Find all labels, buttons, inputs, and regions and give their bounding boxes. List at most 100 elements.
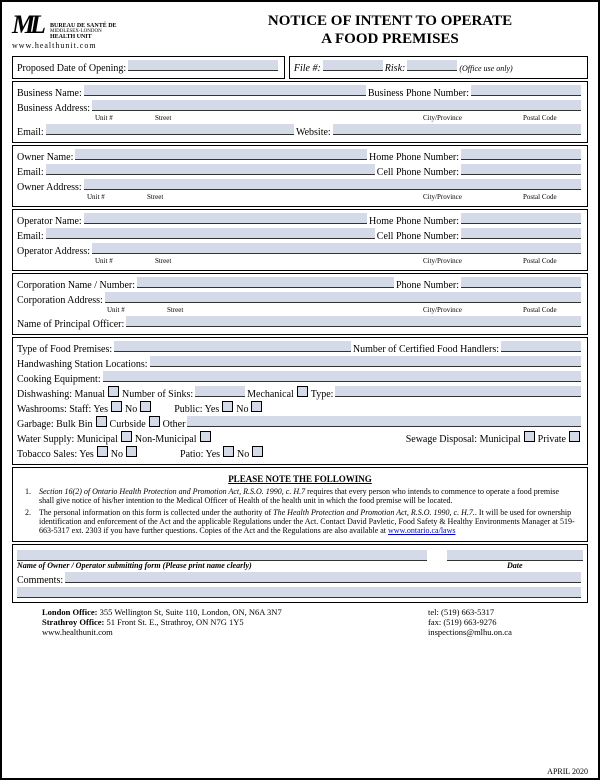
owner-cell-field[interactable]: [461, 164, 581, 175]
note1-act: Section 16(2) of Ontario Health Protecti…: [39, 487, 305, 496]
sinks-field[interactable]: [195, 386, 245, 397]
logo-unit: HEALTH UNIT: [50, 34, 117, 40]
biz-phone-field[interactable]: [471, 85, 581, 96]
oper-home-label: Home Phone Number:: [369, 216, 459, 227]
nonmun-chk[interactable]: [200, 431, 211, 442]
tob-label: Tobacco Sales: Yes: [17, 449, 94, 460]
office-label: (Office use only): [459, 64, 512, 73]
private-chk[interactable]: [569, 431, 580, 442]
biz-web-label: Website:: [296, 127, 331, 138]
oper-cell-label: Cell Phone Number:: [377, 231, 459, 242]
sub-street3: Street: [155, 257, 423, 265]
proposed-box: Proposed Date of Opening:: [12, 56, 285, 79]
dtype-label: Type:: [311, 389, 334, 400]
corp-addr-field[interactable]: [105, 292, 581, 303]
prem-handlers-field[interactable]: [501, 341, 581, 352]
curb-chk[interactable]: [149, 416, 160, 427]
logo-web: www.healthunit.com: [12, 41, 117, 50]
prem-handlers-label: Number of Certified Food Handlers:: [353, 344, 499, 355]
sub-postal: Postal Code: [523, 114, 583, 122]
sewage-label: Sewage Disposal: Municipal: [406, 434, 521, 445]
title-line1: NOTICE OF INTENT TO OPERATE: [192, 12, 588, 30]
oper-email-field[interactable]: [46, 228, 375, 239]
public-label: Public: Yes: [174, 404, 219, 415]
corp-name-label: Corporation Name / Number:: [17, 280, 135, 291]
footer-fax: fax: (519) 663-9276: [428, 617, 588, 627]
corp-box: Corporation Name / Number: Phone Number:…: [12, 273, 588, 335]
corp-principal-field[interactable]: [126, 316, 581, 327]
biz-web-field[interactable]: [333, 124, 581, 135]
note2-act: The Health Protection and Promotion Act,…: [273, 508, 475, 517]
tob-yes-chk[interactable]: [97, 446, 108, 457]
biz-email-field[interactable]: [46, 124, 294, 135]
premises-box: Type of Food Premises: Number of Certifi…: [12, 337, 588, 465]
file-field[interactable]: [323, 60, 383, 71]
business-box: Business Name: Business Phone Number: Bu…: [12, 81, 588, 143]
staff-no-chk[interactable]: [140, 401, 151, 412]
patio-yes-chk[interactable]: [223, 446, 234, 457]
patio-no-chk[interactable]: [252, 446, 263, 457]
mech-chk[interactable]: [297, 386, 308, 397]
patio-no-label: No: [237, 449, 249, 460]
comments-field1[interactable]: [65, 572, 581, 583]
operator-box: Operator Name: Home Phone Number: Email:…: [12, 209, 588, 271]
bulk-chk[interactable]: [96, 416, 107, 427]
owner-email-field[interactable]: [46, 164, 375, 175]
oper-cell-field[interactable]: [461, 228, 581, 239]
prem-hand-field[interactable]: [150, 356, 581, 367]
page-title: NOTICE OF INTENT TO OPERATE A FOOD PREMI…: [192, 12, 588, 48]
owner-home-field[interactable]: [461, 149, 581, 160]
owner-home-label: Home Phone Number:: [369, 152, 459, 163]
risk-field[interactable]: [407, 60, 457, 71]
risk-label: Risk:: [385, 63, 406, 74]
note2-link[interactable]: www.ontario.ca/laws: [388, 526, 455, 535]
sub-city4: City/Province: [423, 306, 523, 314]
sub-city: City/Province: [423, 114, 523, 122]
sub-unit3: Unit #: [95, 257, 155, 265]
owner-email-label: Email:: [17, 167, 44, 178]
owner-addr-field[interactable]: [84, 179, 581, 190]
corp-name-field[interactable]: [137, 277, 394, 288]
sig-date-field[interactable]: [447, 550, 584, 561]
corp-phone-label: Phone Number:: [396, 280, 459, 291]
owner-name-field[interactable]: [75, 149, 367, 160]
notes-header: PLEASE NOTE THE FOLLOWING: [17, 474, 583, 484]
wash-label: Washrooms: Staff: Yes: [17, 404, 108, 415]
sub-city2: City/Province: [423, 193, 523, 201]
prem-cook-field[interactable]: [103, 371, 581, 382]
dtype-field[interactable]: [335, 386, 581, 397]
oper-addr-field[interactable]: [92, 243, 581, 254]
sub-unit: Unit #: [95, 114, 155, 122]
corp-phone-field[interactable]: [461, 277, 581, 288]
sub-unit2: Unit #: [87, 193, 147, 201]
footer-tel: tel: (519) 663-5317: [428, 607, 588, 617]
title-line2: A FOOD PREMISES: [192, 30, 588, 48]
biz-addr-field[interactable]: [92, 100, 581, 111]
biz-name-field[interactable]: [84, 85, 366, 96]
oper-name-field[interactable]: [84, 213, 367, 224]
comments-label: Comments:: [17, 575, 63, 586]
owner-addr-label: Owner Address:: [17, 182, 82, 193]
oper-email-label: Email:: [17, 231, 44, 242]
other-label: Other: [163, 419, 186, 430]
public-no-chk[interactable]: [251, 401, 262, 412]
office-box: File #: Risk: (Office use only): [289, 56, 588, 79]
staff-yes-chk[interactable]: [111, 401, 122, 412]
tob-no-chk[interactable]: [126, 446, 137, 457]
prem-type-field[interactable]: [114, 341, 351, 352]
date-stamp: APRIL 2020: [547, 767, 588, 776]
sinks-label: Number of Sinks:: [122, 389, 193, 400]
proposed-label: Proposed Date of Opening:: [17, 63, 126, 74]
sub-city3: City/Province: [423, 257, 523, 265]
sewage-mun-chk[interactable]: [524, 431, 535, 442]
curb-label: Curbside: [110, 419, 146, 430]
comments-field2[interactable]: [17, 587, 581, 598]
other-field[interactable]: [187, 416, 581, 427]
public-yes-chk[interactable]: [222, 401, 233, 412]
dish-manual-chk[interactable]: [108, 386, 119, 397]
logo-l-icon: L: [30, 10, 46, 40]
proposed-field[interactable]: [128, 60, 278, 71]
sig-name-field[interactable]: [17, 550, 427, 561]
oper-home-field[interactable]: [461, 213, 581, 224]
water-mun-chk[interactable]: [121, 431, 132, 442]
